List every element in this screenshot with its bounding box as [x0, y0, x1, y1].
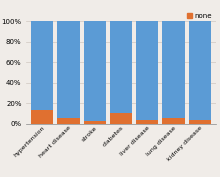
Bar — [162, 118, 185, 124]
Bar — [136, 120, 158, 124]
Bar — [57, 118, 80, 124]
Bar — [110, 113, 132, 124]
Bar — [84, 121, 106, 124]
Bar — [31, 21, 53, 110]
Bar — [57, 21, 80, 118]
Bar — [189, 21, 211, 120]
Bar — [84, 21, 106, 121]
Legend: none: none — [186, 12, 212, 20]
Bar — [31, 110, 53, 124]
Bar — [162, 21, 185, 118]
Bar — [110, 21, 132, 113]
Bar — [136, 21, 158, 120]
Bar — [189, 120, 211, 124]
